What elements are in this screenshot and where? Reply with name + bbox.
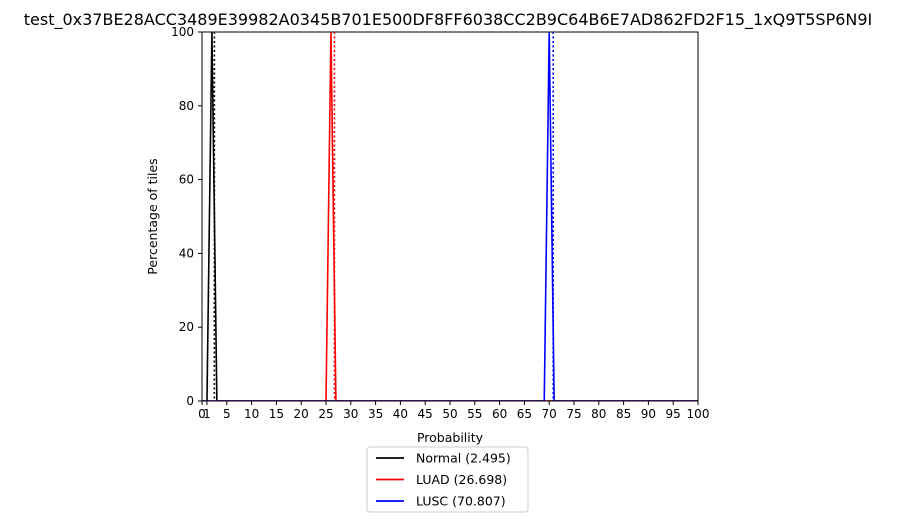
legend-label-1: LUAD (26.698) bbox=[416, 472, 507, 487]
x-tick-label: 10 bbox=[244, 407, 259, 421]
x-tick-label: 40 bbox=[393, 407, 408, 421]
y-tick-label: 20 bbox=[179, 320, 194, 334]
y-tick-label: 100 bbox=[171, 25, 194, 39]
legend-label-0: Normal (2.495) bbox=[416, 451, 511, 466]
x-tick-label: 85 bbox=[616, 407, 631, 421]
x-tick-label: 35 bbox=[368, 407, 383, 421]
x-tick-label: 45 bbox=[418, 407, 433, 421]
y-axis-label: Percentage of tiles bbox=[145, 158, 160, 274]
x-tick-label: 0 bbox=[198, 407, 206, 421]
x-tick-label: 75 bbox=[566, 407, 581, 421]
series-line-1 bbox=[202, 32, 698, 401]
x-tick-label: 55 bbox=[467, 407, 482, 421]
x-tick-label: 100 bbox=[687, 407, 710, 421]
x-axis-label: Probability bbox=[417, 430, 484, 445]
x-tick-label: 60 bbox=[492, 407, 507, 421]
x-tick-label: 30 bbox=[343, 407, 358, 421]
chart-title: test_0x37BE28ACC3489E39982A0345B701E500D… bbox=[24, 10, 873, 30]
plot-frame bbox=[201, 31, 699, 402]
x-tick-label: 65 bbox=[517, 407, 532, 421]
x-tick-label: 90 bbox=[641, 407, 656, 421]
y-tick-label: 0 bbox=[186, 394, 194, 408]
series-line-0 bbox=[202, 32, 698, 401]
y-tick-label: 60 bbox=[179, 173, 194, 187]
x-tick-label: 50 bbox=[442, 407, 457, 421]
y-tick-label: 40 bbox=[179, 246, 194, 260]
x-tick-label: 1 bbox=[203, 407, 211, 421]
legend-label-2: LUSC (70.807) bbox=[416, 494, 506, 509]
x-tick-label: 70 bbox=[542, 407, 557, 421]
x-tick-label: 25 bbox=[318, 407, 333, 421]
x-tick-label: 5 bbox=[223, 407, 231, 421]
series-line-2 bbox=[202, 32, 698, 401]
x-tick-label: 80 bbox=[591, 407, 606, 421]
x-tick-label: 15 bbox=[269, 407, 284, 421]
x-tick-label: 20 bbox=[294, 407, 309, 421]
legend-box bbox=[366, 446, 529, 513]
y-tick-label: 80 bbox=[179, 99, 194, 113]
legend: Normal (2.495) LUAD (26.698) LUSC (70.807) bbox=[366, 446, 529, 513]
x-tick-label: 95 bbox=[666, 407, 681, 421]
